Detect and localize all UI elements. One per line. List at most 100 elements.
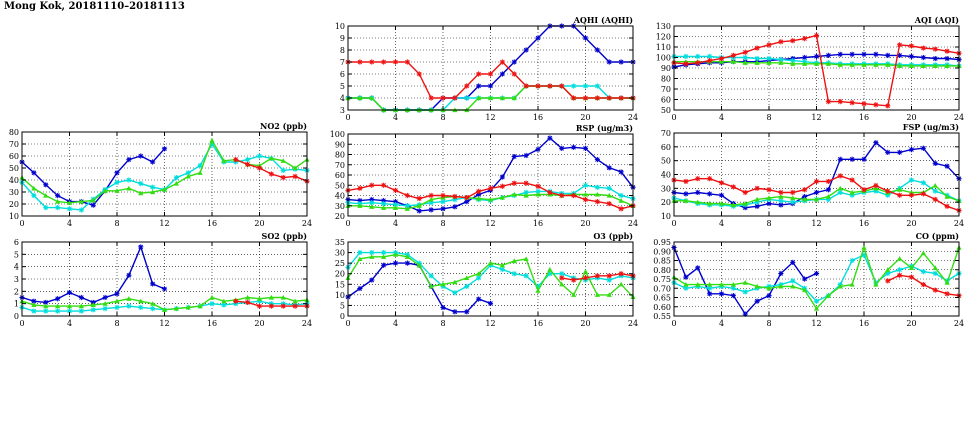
data-point xyxy=(742,189,748,196)
data-point xyxy=(381,59,387,65)
tick-label-x: 16 xyxy=(859,113,869,122)
tick-label-x: 20 xyxy=(580,113,590,122)
data-point xyxy=(920,45,926,51)
chart-aqhi: 0 4 8 12 16 20 24 3 4 5 6 7 8 9 10 AQHI (AQHI) xyxy=(335,15,638,122)
data-point xyxy=(742,311,748,317)
data-point xyxy=(683,285,689,291)
data-point xyxy=(606,277,612,283)
data-point xyxy=(683,274,689,280)
data-point xyxy=(381,205,387,210)
data-point xyxy=(754,298,760,304)
tick-label-y: 4 xyxy=(340,94,345,103)
data-point xyxy=(606,292,612,297)
tick-label-y: 130 xyxy=(656,22,671,31)
data-point xyxy=(837,62,843,67)
data-point xyxy=(944,291,950,297)
tick-label-y: 60 xyxy=(335,171,345,180)
data-point xyxy=(369,254,375,259)
data-point xyxy=(754,199,760,205)
data-point xyxy=(778,194,784,199)
data-point xyxy=(404,59,410,65)
data-point xyxy=(813,196,820,202)
data-point xyxy=(897,187,903,192)
data-point xyxy=(150,306,156,312)
data-point xyxy=(487,300,494,306)
tick-label-x: 24 xyxy=(954,113,964,122)
data-point xyxy=(559,271,565,277)
data-point xyxy=(778,57,784,63)
data-point xyxy=(802,196,808,202)
data-point xyxy=(849,156,855,162)
data-point xyxy=(78,199,84,204)
series-20181113 xyxy=(559,271,636,283)
data-point xyxy=(280,294,286,300)
data-point xyxy=(742,54,748,61)
data-point xyxy=(932,188,938,194)
data-point xyxy=(511,153,517,160)
data-point xyxy=(790,195,796,201)
data-point xyxy=(464,309,470,315)
data-point xyxy=(849,257,855,264)
tick-label-y: 10 xyxy=(9,212,19,221)
data-point xyxy=(476,275,482,281)
data-point xyxy=(268,171,274,177)
series-20181113 xyxy=(233,298,310,309)
data-point xyxy=(707,281,713,287)
tick-label-x: 24 xyxy=(628,319,638,328)
tick-label-x: 16 xyxy=(207,319,217,328)
data-point xyxy=(66,206,73,212)
tick-label-y: 20 xyxy=(661,198,671,207)
data-point xyxy=(754,60,760,65)
data-point xyxy=(102,294,108,301)
tick-label-y: 70 xyxy=(661,129,671,138)
data-point xyxy=(790,283,796,289)
data-point xyxy=(476,95,482,101)
chart-title: RSP (ug/m3) xyxy=(576,123,633,133)
data-point xyxy=(173,175,179,181)
data-point xyxy=(114,179,120,185)
data-point xyxy=(837,51,843,57)
data-point xyxy=(185,170,191,176)
data-point xyxy=(357,95,363,101)
data-point xyxy=(487,197,494,202)
tick-label-y: 30 xyxy=(335,249,345,258)
data-point xyxy=(173,181,179,186)
data-point xyxy=(825,187,831,193)
data-point xyxy=(31,298,37,304)
data-point xyxy=(718,180,725,186)
data-point xyxy=(582,35,589,41)
data-point xyxy=(476,188,482,194)
data-point xyxy=(55,199,61,204)
data-point xyxy=(790,259,796,265)
tick-label-y: 6 xyxy=(340,70,345,79)
data-point xyxy=(849,51,855,57)
data-point xyxy=(487,83,494,89)
data-point xyxy=(873,182,879,189)
data-point xyxy=(695,189,701,196)
data-point xyxy=(197,163,203,169)
data-point xyxy=(90,302,96,307)
data-point xyxy=(932,270,938,277)
data-point xyxy=(535,146,541,152)
tick-label-x: 24 xyxy=(302,219,312,228)
data-point xyxy=(861,62,867,67)
tick-label-y: 90 xyxy=(335,140,345,149)
data-point xyxy=(126,303,132,309)
data-point xyxy=(126,177,132,183)
data-point xyxy=(754,45,760,51)
data-point xyxy=(618,206,624,212)
data-point xyxy=(404,254,410,259)
data-point xyxy=(813,32,820,39)
tick-label-x: 20 xyxy=(254,319,264,328)
data-point xyxy=(718,281,725,287)
data-point xyxy=(582,191,589,197)
chart-title: NO2 (ppb) xyxy=(260,121,307,131)
data-point xyxy=(873,62,879,67)
data-point xyxy=(813,270,820,277)
tick-label-x: 0 xyxy=(19,219,24,228)
data-point xyxy=(90,202,96,208)
data-point xyxy=(778,198,784,204)
data-point xyxy=(861,244,867,250)
data-point xyxy=(523,47,529,53)
data-point xyxy=(161,307,168,312)
